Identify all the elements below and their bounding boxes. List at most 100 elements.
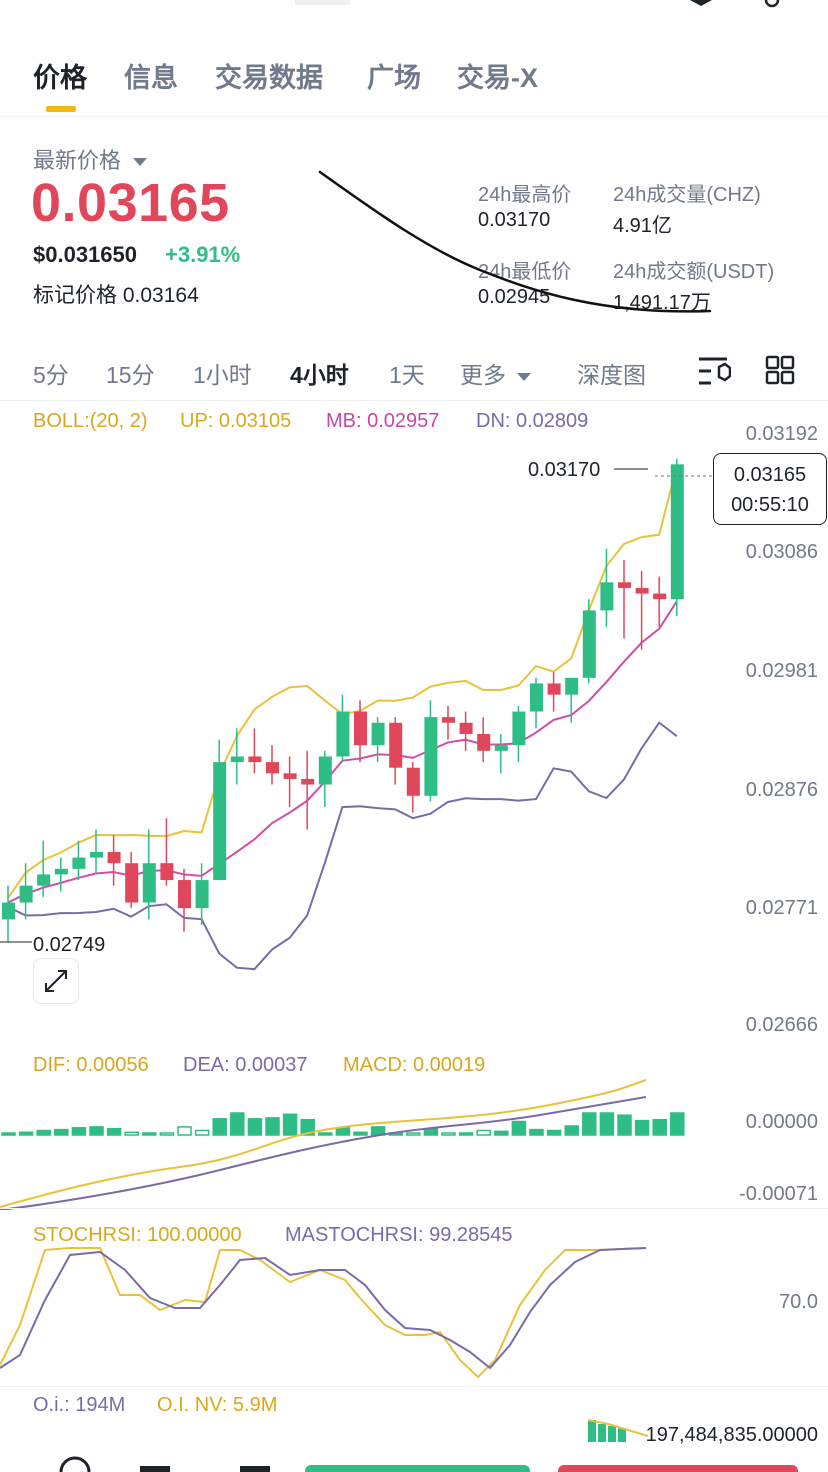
mastochrsi-value: MASTOCHRSI: 99.28545 [285,1224,513,1246]
candle-body [336,711,350,757]
interval-1h[interactable]: 1小时 [193,362,252,388]
candle-body [142,863,156,903]
candle-body [512,711,526,746]
high-24h-value: 0.03170 [478,209,551,231]
candle-body [618,582,631,588]
macd-bar [599,1112,615,1136]
menu-icon [59,1456,91,1472]
top-header-remnant [295,0,780,8]
candle [248,728,262,774]
interval-depth[interactable]: 深度图 [577,362,646,388]
macd-bar [212,1118,227,1136]
high-marker-line [614,468,648,470]
candle-body [371,722,385,746]
candle-body [283,773,297,779]
candle [565,677,579,723]
candle [283,756,297,808]
macd-bar [652,1118,667,1136]
hand-drawn-annotation [318,170,712,313]
candle [107,835,121,886]
candle [142,829,156,920]
price-axis-tick: 0.02981 [745,660,818,682]
candle-body [178,880,191,909]
candle-body [37,874,51,886]
macd-bar [582,1112,597,1136]
grid-icon [240,1466,270,1472]
candle [530,677,543,729]
candle-body [107,851,121,864]
interval-1d[interactable]: 1天 [389,362,425,388]
turnover-24h-label: 24h成交额(USDT) [613,261,775,283]
current-price-dashline [655,475,715,477]
current-price-tag: 0.03165 00:55:10 [713,453,827,525]
macd-bar [230,1112,245,1136]
candle-body [354,711,367,746]
bookmark-icon [690,0,712,6]
last-price: 0.03165 [31,173,230,233]
candlestick-chart[interactable]: BINANCE [0,400,828,1050]
candle-body [125,863,139,903]
layout-grid-icon[interactable] [765,355,795,385]
macd-bar [194,1129,210,1136]
macd-bar [142,1132,157,1136]
caret-down-icon [133,158,148,167]
candle-countdown: 00:55:10 [731,494,809,516]
macd-bar [106,1127,122,1136]
oi-axis-tick: 197,484,835.00000 [645,1424,818,1446]
candle [371,717,385,763]
interval-more-label: 更多 [460,362,506,388]
low-24h-value: 0.02945 [478,286,551,308]
candle-body [635,587,649,594]
interval-more[interactable]: 更多 [460,356,532,390]
candle [477,717,491,763]
candle [547,672,561,712]
candle [19,863,33,920]
bottom-action-bar [59,1456,798,1472]
price-axis-tick: 0.02666 [745,1014,818,1036]
macd-bar [670,1112,685,1136]
expand-chart-button[interactable] [33,958,79,1004]
macd-bar [71,1127,87,1136]
candle [494,733,508,774]
candle-body [477,733,491,751]
macd-bar [458,1132,474,1136]
candle-body [248,756,262,763]
oi-value: O.i.: 194M [33,1394,126,1416]
candle [72,840,86,881]
macd-axis-tick: 0.00000 [745,1111,818,1133]
candle [512,705,526,763]
candle [336,694,350,763]
last-price-selector[interactable]: 最新价格 [33,143,148,175]
tab-price[interactable]: 价格 [33,63,87,93]
candle [213,739,227,881]
macd-chart[interactable] [0,1075,828,1210]
interval-5m[interactable]: 5分 [33,362,69,388]
candle-body [2,902,15,920]
boll-up: UP: 0.03105 [180,410,292,432]
caret-down-icon [517,372,532,381]
active-tab-indicator [46,106,76,112]
macd-bar [564,1125,579,1136]
candle [301,750,315,830]
candle [178,868,191,932]
macd-bar [36,1129,51,1136]
tab-trading-data[interactable]: 交易数据 [215,63,323,93]
candle-body [565,677,579,695]
interval-15m[interactable]: 15分 [106,362,155,388]
boll-mb: MB: 0.02957 [326,410,440,432]
interval-4h[interactable]: 4小时 [290,362,349,388]
high-24h-label: 24h最高价 [478,184,572,206]
tab-info[interactable]: 信息 [124,63,178,93]
macd-bar [54,1128,69,1136]
candle [618,559,631,639]
indicator-settings-icon[interactable] [697,355,731,387]
tab-trade-x[interactable]: 交易-X [457,63,538,93]
stochrsi-chart[interactable] [0,1240,828,1385]
candle [2,885,15,942]
last-price-label: 最新价格 [33,148,122,173]
macd-dea: DEA: 0.00037 [183,1054,308,1076]
candle-body [530,683,543,712]
candle [195,863,209,926]
tab-square[interactable]: 广场 [367,63,421,93]
candle-body [54,868,68,875]
